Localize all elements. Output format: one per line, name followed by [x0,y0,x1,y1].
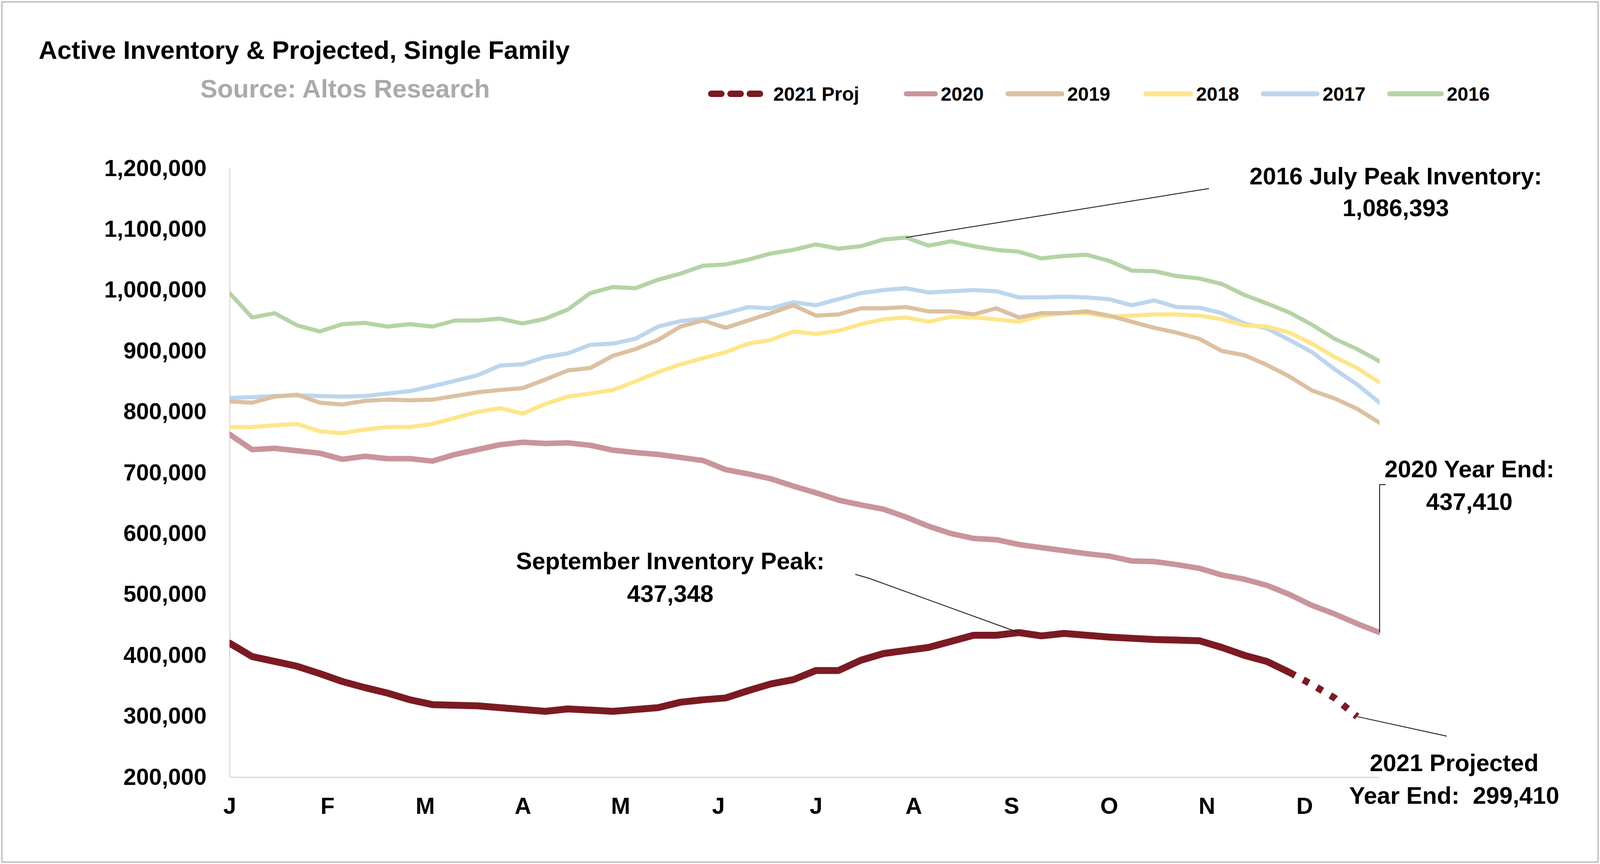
x-tick-label: M [610,793,631,820]
y-tick: 1,100,000 [104,216,230,242]
x-tick: M [415,777,436,820]
series-line [229,288,1380,403]
legend-item: 2019 [1007,83,1111,105]
x-tick-label: J [712,793,726,820]
y-tick-label: 1,100,000 [104,216,207,242]
y-axis: 200,000 300,000 400,000 500,000 600,000 700,0… [104,155,231,791]
annotation-leader [855,574,1019,634]
y-tick-label: 200,000 [123,764,207,791]
x-tick: A [905,777,922,820]
legend-label: 2019 [1067,83,1111,105]
legend-label: 2017 [1322,83,1366,105]
annotation: 2020 Year End: 437,410 [1379,455,1555,634]
title: Active Inventory & Projected, Single Fam… [38,35,570,65]
plot-area [229,237,1380,717]
x-tick: J [712,777,726,820]
x-tick: S [1003,777,1019,820]
legend-label: 2016 [1446,83,1490,105]
subtitle: Source: Altos Research [200,74,490,104]
chart: Active Inventory & Projected, Single Fam… [0,0,1600,864]
series-line [229,633,1290,712]
legend: 2021 Proj 2020 2019 2018 2017 2016 [711,83,1490,105]
y-tick: 200,000 [123,764,230,791]
legend-swatch [1145,91,1191,97]
x-axis-line [230,777,1381,779]
y-tick-label: 400,000 [123,642,207,669]
x-tick: J [809,777,823,820]
legend-swatch [711,90,768,98]
y-tick-label: 600,000 [123,520,207,547]
legend-item: 2016 [1389,83,1490,105]
x-tick: N [1198,777,1216,820]
x-tick-label: M [415,793,436,820]
series-line [229,434,1380,634]
x-tick-label: J [809,793,823,820]
y-tick-label: 1,000,000 [104,276,207,303]
annotations: 2016 July Peak Inventory: 1,086,393 2020 Y… [516,162,1560,810]
y-tick: 1,000,000 [104,276,230,303]
projection-line [1289,672,1358,717]
legend-item: 2020 [906,83,984,105]
annotation: 2021 Projected Year End: 299,410 [1349,716,1560,810]
y-tick: 1,200,000 [104,155,230,182]
x-tick-label: N [1198,793,1216,820]
legend-swatch [1263,91,1318,97]
annotation-text: Year End: 299,410 [1349,782,1560,810]
series-line [229,313,1380,434]
y-tick: 400,000 [123,642,230,669]
x-tick: O [1100,777,1119,820]
legend-item: 2021 Proj [711,83,860,105]
y-tick: 800,000 [123,398,230,425]
x-axis: JFMAMJJASOND [223,777,1381,820]
x-tick: M [610,777,631,820]
y-tick-label: 1,200,000 [104,155,207,182]
legend-swatch [906,91,936,97]
annotation-text: 437,410 [1426,488,1513,516]
x-tick-label: F [320,793,335,820]
annotation-text: 2021 Projected [1369,749,1539,777]
y-tick: 300,000 [123,703,230,730]
x-tick: F [320,777,335,820]
x-tick-label: D [1296,793,1313,820]
y-tick: 700,000 [123,460,230,486]
x-tick: A [514,777,532,820]
annotation-leader [1357,716,1447,737]
y-tick-label: 700,000 [123,460,207,486]
annotation: 2016 July Peak Inventory: 1,086,393 [906,162,1543,238]
legend-label: 2020 [940,83,984,105]
frame [1,1,1599,863]
series-line [229,305,1380,424]
y-tick: 900,000 [123,338,230,364]
y-tick-label: 300,000 [123,703,207,730]
y-tick-label: 500,000 [123,581,207,608]
y-tick-label: 800,000 [123,398,207,425]
annotation-text: 437,348 [627,580,714,608]
annotation: September Inventory Peak: 437,348 [516,547,1019,634]
legend-label: 2018 [1196,83,1239,105]
y-tick: 600,000 [123,520,230,547]
legend-item: 2018 [1145,83,1239,105]
annotation-text: September Inventory Peak: [516,547,825,575]
x-tick: J [223,777,237,820]
x-tick-label: A [905,793,922,820]
y-tick: 500,000 [123,581,230,608]
x-tick-label: S [1003,793,1019,820]
annotation-leader [906,188,1209,238]
x-tick-label: J [223,793,237,820]
x-tick-label: O [1100,793,1119,820]
legend-label: 2021 Proj [773,83,860,105]
x-tick: D [1296,777,1313,820]
x-tick-label: A [514,793,532,820]
y-tick-label: 900,000 [123,338,207,364]
annotation-text: 2020 Year End: [1384,455,1554,483]
y-axis-line [229,168,231,778]
annotation-leader [1379,484,1386,634]
annotation-text: 1,086,393 [1342,194,1449,222]
annotation-text: 2016 July Peak Inventory: [1249,162,1543,190]
legend-item: 2017 [1263,83,1366,105]
legend-swatch [1007,91,1062,97]
legend-swatch [1389,91,1442,97]
